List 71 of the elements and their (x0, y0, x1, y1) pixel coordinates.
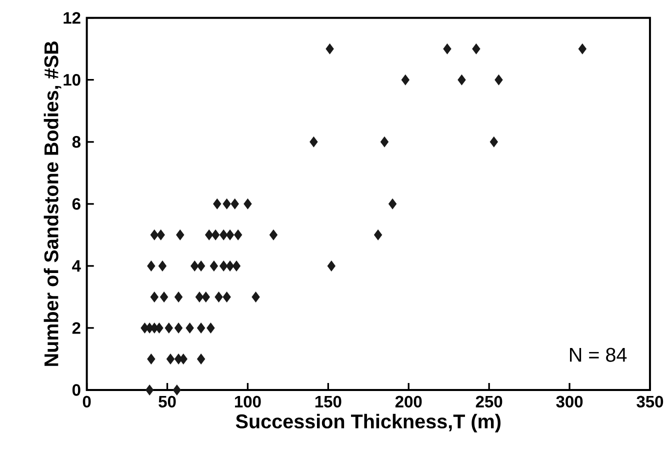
point (443, 44, 452, 54)
y-tick-label: 4 (72, 260, 81, 272)
point (490, 136, 498, 148)
point (146, 384, 154, 396)
point (380, 136, 389, 148)
point (160, 292, 168, 302)
point (220, 260, 228, 272)
point (164, 322, 173, 334)
point (147, 260, 156, 272)
point (230, 198, 239, 210)
point (166, 354, 175, 364)
point (214, 292, 223, 302)
point (234, 230, 242, 240)
y-axis-title: Number of Sandstone Bodies, #SB (44, 42, 62, 366)
point (210, 260, 218, 272)
point (458, 74, 466, 86)
x-tick-label: 300 (556, 396, 583, 408)
point (158, 260, 166, 272)
point (202, 292, 210, 302)
point (244, 198, 252, 210)
point (374, 230, 382, 240)
point (232, 260, 240, 272)
x-tick-label: 0 (82, 396, 91, 408)
point (197, 354, 206, 364)
point (220, 230, 228, 240)
point (252, 292, 260, 302)
point (326, 44, 334, 54)
point (156, 230, 165, 240)
point (190, 260, 199, 272)
point (226, 230, 234, 240)
point (269, 230, 278, 240)
point (578, 44, 586, 54)
point (212, 230, 220, 240)
x-tick-label: 50 (158, 396, 176, 408)
point (206, 322, 215, 334)
point (174, 292, 183, 302)
y-tick-label: 2 (72, 322, 80, 334)
y-tick-label: 12 (64, 12, 80, 24)
annotation: N = 84 (570, 348, 627, 362)
point (327, 260, 336, 272)
x-axis-title: Succession Thickness,T (m) (236, 414, 500, 432)
point (176, 230, 184, 240)
point (388, 198, 397, 210)
y-tick-label: 0 (72, 384, 80, 396)
x-tick-label: 100 (235, 396, 261, 408)
x-tick-label: 250 (476, 396, 502, 408)
point (195, 292, 204, 302)
point (197, 322, 206, 334)
y-tick-label: 10 (64, 74, 80, 86)
point (472, 44, 480, 54)
point (155, 322, 164, 334)
point (205, 230, 214, 240)
point (310, 136, 318, 148)
point (186, 322, 194, 334)
point (213, 198, 222, 210)
point (222, 198, 231, 210)
point (401, 74, 410, 86)
point (147, 354, 156, 364)
point (226, 260, 234, 272)
y-tick-label: 8 (72, 136, 80, 148)
point (150, 292, 158, 302)
point (150, 230, 158, 240)
point (174, 322, 183, 334)
y-tick-label: 6 (72, 198, 80, 210)
point (172, 384, 181, 396)
x-tick-label: 350 (636, 396, 664, 408)
point (197, 260, 206, 272)
x-tick-label: 150 (315, 396, 342, 408)
point (494, 74, 503, 86)
point (222, 292, 231, 302)
x-tick-label: 200 (395, 396, 422, 408)
